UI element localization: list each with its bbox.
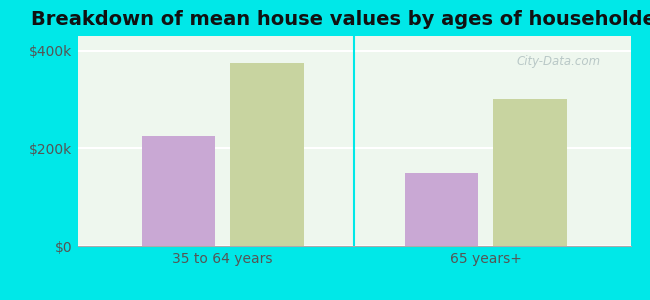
Text: City-Data.com: City-Data.com	[517, 55, 601, 68]
Bar	[230, 63, 304, 246]
Bar	[493, 100, 567, 246]
Bar	[405, 173, 478, 246]
Bar	[142, 136, 215, 246]
Title: Breakdown of mean house values by ages of householders: Breakdown of mean house values by ages o…	[31, 10, 650, 29]
